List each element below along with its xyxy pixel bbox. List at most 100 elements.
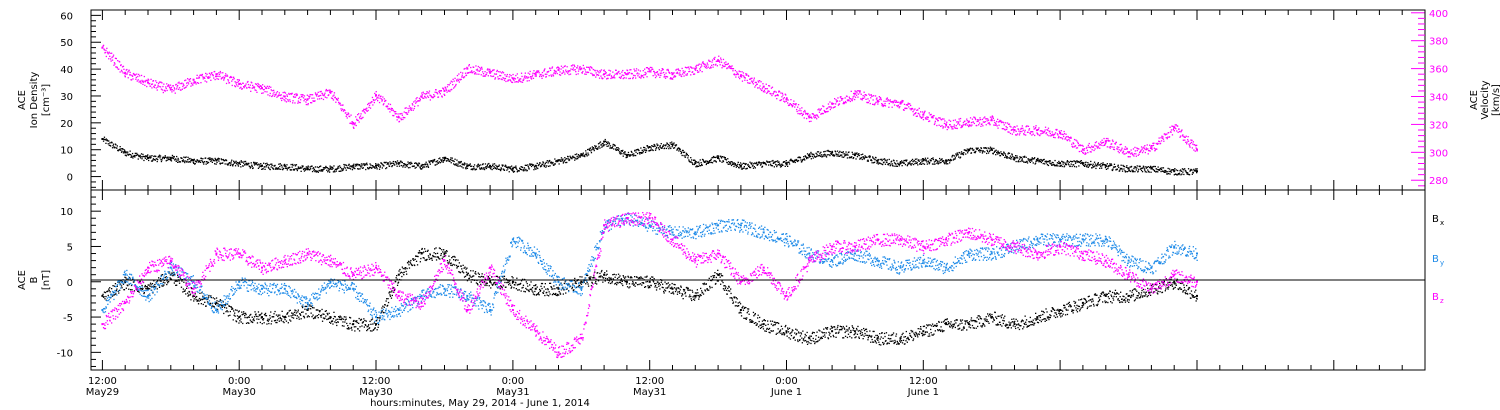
data-texture-dot [396,165,398,167]
data-texture-dot [526,169,528,172]
data-texture-dot [685,74,687,76]
data-texture-dot [241,88,243,90]
data-texture-dot [158,82,160,84]
data-texture-dot [149,157,152,159]
data-texture-dot [1098,144,1100,146]
data-texture-dot [587,71,589,73]
data-texture-dot [491,71,493,73]
data-texture-dot [394,111,396,113]
data-texture-dot [402,118,404,121]
data-texture-dot [478,73,480,75]
data-texture-dot [444,94,446,96]
data-texture-dot [177,84,179,87]
data-texture-dot [106,139,108,141]
data-texture-dot [1167,136,1169,138]
data-texture-dot [1079,161,1081,163]
data-texture-dot [502,164,504,166]
data-texture-dot [606,145,608,147]
data-texture-dot [520,72,523,74]
data-texture-dot [444,159,446,161]
data-texture-dot [599,147,601,149]
data-texture-dot [1057,165,1059,167]
data-texture-dot [368,104,371,106]
data-texture-dot [389,111,391,113]
data-texture-dot [332,171,335,173]
data-texture-dot [1062,133,1064,136]
data-texture-dot [996,151,998,153]
data-texture-dot [1170,169,1172,171]
data-texture-dot [921,111,924,113]
data-texture-dot [214,70,216,73]
data-texture-dot [785,94,787,96]
data-texture-dot [130,154,132,156]
data-texture-dot [433,94,435,96]
data-texture-dot [280,97,282,100]
data-texture-dot [1060,130,1062,132]
data-texture-dot [411,162,413,165]
data-texture-dot [1095,145,1097,147]
data-texture-dot [861,98,863,100]
data-texture-dot [1024,155,1026,157]
data-texture-dot [318,166,320,169]
data-texture-dot [477,65,479,68]
data-texture-dot [746,167,748,169]
data-texture-dot [838,155,841,157]
data-texture-dot [162,285,164,287]
data-texture-dot [595,72,597,74]
data-texture-dot [892,165,894,167]
top-series-0-point-27 [717,156,720,159]
data-texture-dot [307,103,309,105]
data-texture-dot [119,289,121,291]
data-texture-dot [201,159,203,161]
data-texture-dot [337,99,339,101]
data-texture-dot [137,75,139,78]
data-texture-dot [461,166,463,168]
data-texture-dot [700,63,702,65]
top-series-1-point-23 [625,73,628,76]
data-texture-dot [1026,125,1028,127]
data-texture-dot [188,291,191,293]
data-texture-dot [671,146,673,148]
data-texture-dot [1006,128,1008,131]
data-texture-dot [1052,164,1054,166]
data-texture-dot [370,164,372,166]
data-texture-dot [1075,147,1078,149]
data-texture-dot [1004,129,1006,131]
data-texture-dot [123,149,126,151]
data-texture-dot [949,120,952,122]
data-texture-dot [284,100,286,102]
top-left-axis-label-line-3: [cm⁻³] [41,84,52,116]
data-texture-dot [201,73,203,76]
data-texture-dot [1079,160,1081,163]
data-texture-dot [835,153,838,155]
data-texture-dot [1147,148,1149,150]
data-texture-dot [190,85,192,87]
data-texture-dot [469,71,471,73]
data-texture-dot [620,75,622,78]
data-texture-dot [723,62,726,64]
data-texture-dot [884,105,887,107]
data-texture-dot [189,80,191,83]
data-texture-dot [150,83,153,85]
data-texture-dot [166,159,168,161]
data-texture-dot [450,89,452,91]
data-texture-dot [559,74,562,76]
data-texture-dot [151,87,153,89]
data-texture-dot [954,119,956,121]
data-texture-dot [803,117,805,119]
data-texture-dot [718,155,720,157]
data-texture-dot [785,160,787,162]
data-texture-dot [1181,168,1184,170]
data-texture-dot [476,73,478,75]
data-texture-dot [1022,127,1024,129]
data-texture-dot [348,164,350,166]
data-texture-dot [163,156,165,158]
top-series-0-point-44 [1104,164,1107,167]
data-texture-dot [475,168,478,170]
data-texture-dot [540,73,542,76]
data-texture-dot [817,151,820,153]
data-texture-dot [199,159,201,162]
data-texture-dot [629,77,631,80]
data-texture-dot [178,282,181,284]
data-texture-dot [1123,165,1126,168]
